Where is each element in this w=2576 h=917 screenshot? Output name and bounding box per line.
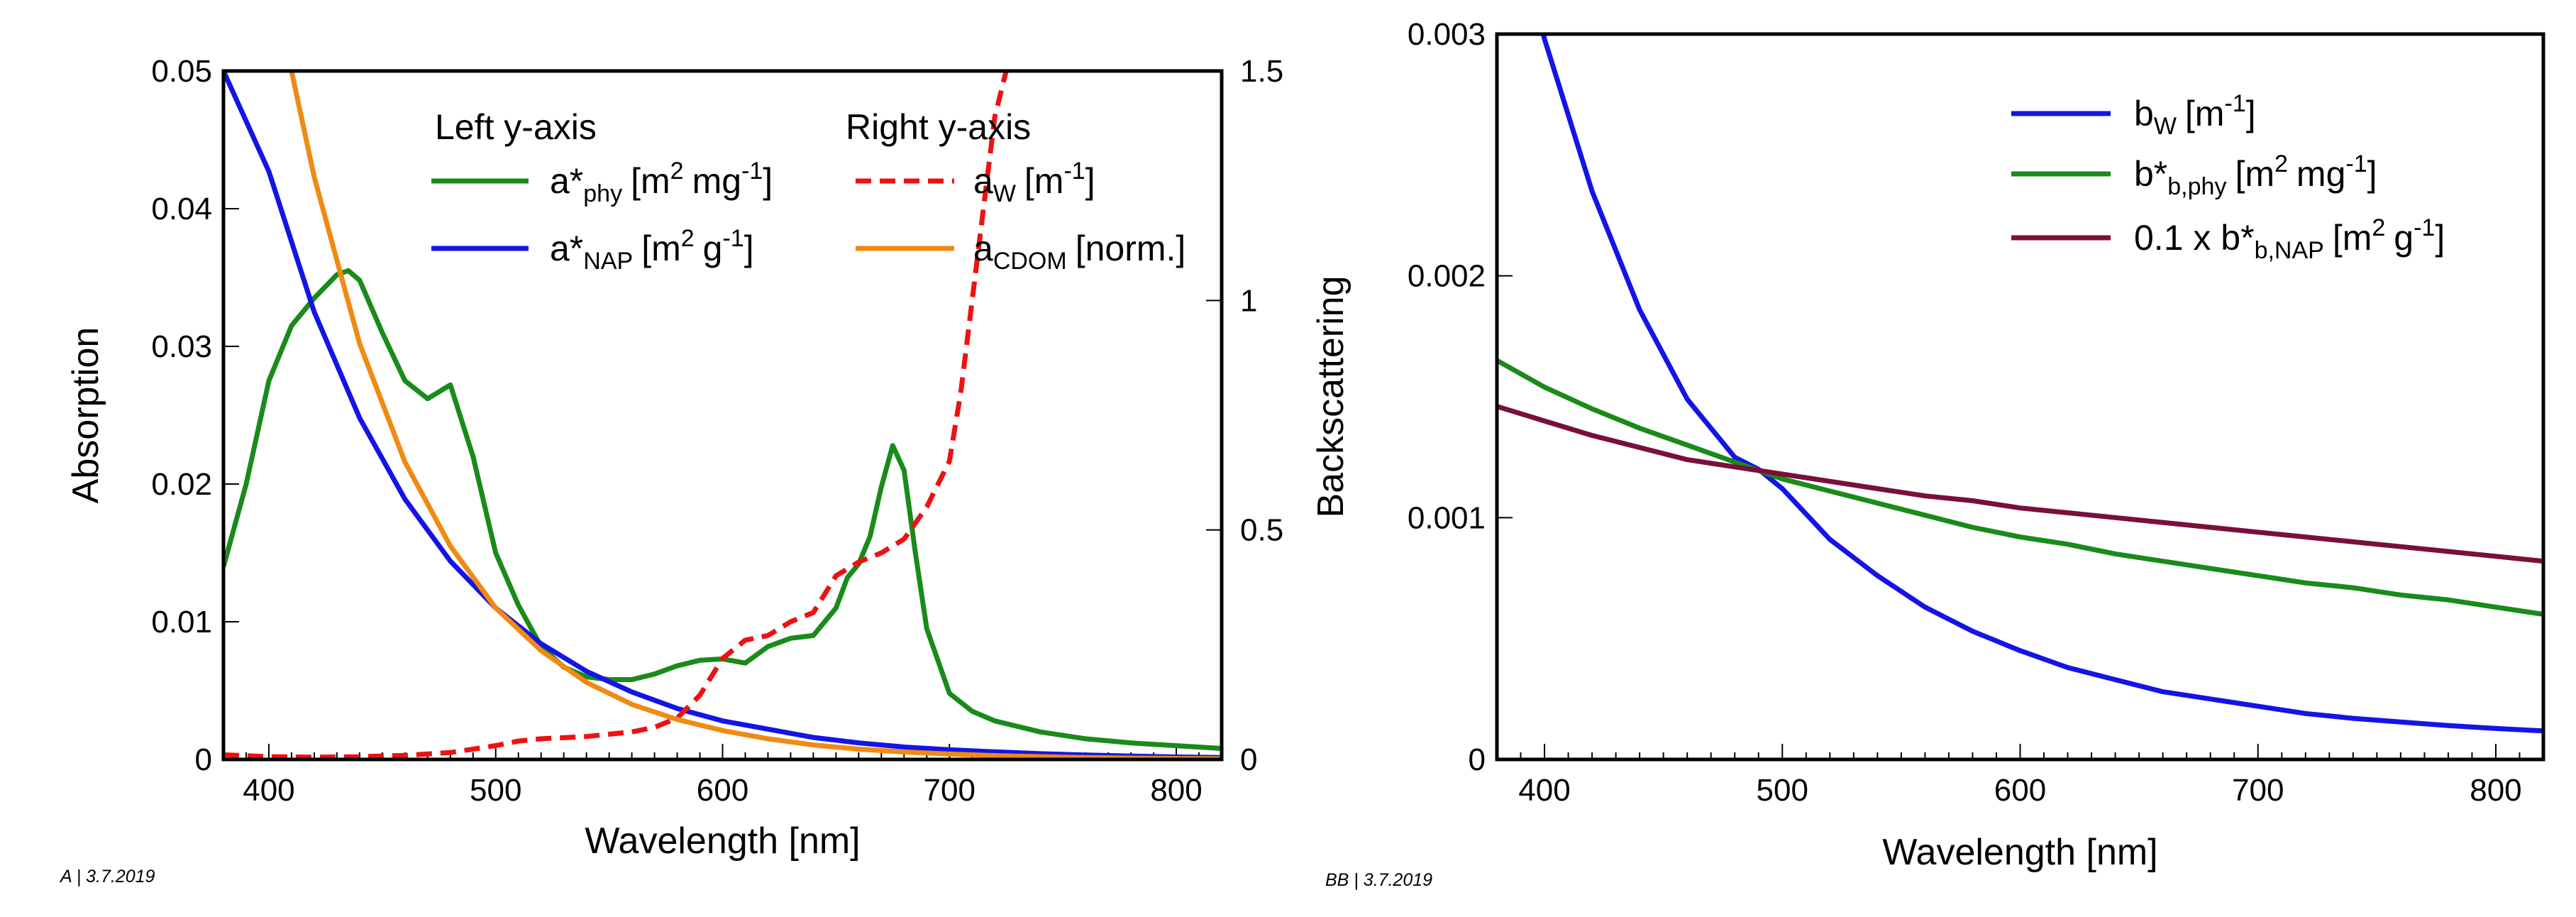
plot-frame (1495, 32, 2545, 762)
legend-label-sup: 2 (2372, 214, 2385, 241)
legend-label: a*NAP [m2 g-1] (550, 225, 754, 275)
legend-label-sub: CDOM (993, 248, 1067, 275)
y-axis-label: Backscattering (1310, 275, 1351, 517)
legend-label-end: ] (2246, 94, 2256, 133)
series-line-0 (223, 268, 1222, 751)
backscattering-panel: 400 500 600 700 800 0 0.001 0.002 0.003 Wavelengt… (1310, 17, 2545, 890)
legend-label-sub: b,NAP (2255, 237, 2324, 264)
legend-label-sup: 2 (2274, 150, 2288, 177)
x-tick-label: 800 (1150, 773, 1202, 808)
x-tick-label: 500 (1757, 773, 1808, 808)
legend-label-main: a (973, 229, 993, 268)
legend-label-unit-mid: g (703, 229, 723, 268)
x-tick-label: 400 (1518, 773, 1570, 808)
y2-tick-label: 1.5 (1240, 54, 1283, 89)
legend-label: 0.1 x b*b,NAP [m2 g-1] (2134, 214, 2445, 264)
legend-label: aW [m-1] (973, 158, 1095, 207)
x-axis-label: Wavelength [nm] (1882, 832, 2157, 873)
legend-label-sup: -1 (1063, 158, 1085, 185)
y-tick-label: 0.04 (151, 192, 212, 226)
legend-label: a*phy [m2 mg-1] (550, 158, 773, 207)
series-line-2 (1497, 404, 2543, 564)
legend-label: b*b,phy [m2 mg-1] (2134, 150, 2377, 200)
y2-tick-label: 1 (1240, 283, 1257, 318)
legend-label-main: a* (550, 229, 583, 268)
legend-label-sub: NAP (583, 248, 633, 275)
x-tick-label: 400 (243, 773, 294, 808)
legend-label-unit-mid: mg (2296, 154, 2345, 194)
x-tick-label: 700 (924, 773, 975, 808)
x-tick-label: 600 (1994, 773, 2046, 808)
legend-label-sup: 2 (670, 158, 684, 185)
y2-tick-label: 0.5 (1240, 513, 1283, 548)
legend-label-main: a* (550, 161, 583, 201)
legend-backscattering: bW [m-1]b*b,phy [m2 mg-1]0.1 x b*b,NAP [m2 g-… (2011, 90, 2445, 264)
series-line-1 (1497, 358, 2543, 617)
y-tick-label: 0.05 (151, 54, 212, 89)
plot-frame (221, 69, 1224, 762)
legend-label-sub: b,phy (2167, 173, 2226, 200)
legend-label-sup: 2 (681, 225, 695, 252)
y-tick-label: 0 (1469, 742, 1486, 777)
y-tick-label: 0.002 (1408, 259, 1486, 294)
legend-label-main: b* (2134, 154, 2167, 194)
footnote: BB | 3.7.2019 (1325, 870, 1432, 890)
legend-label-unit: [m (1024, 161, 1064, 201)
series-line-0 (1540, 34, 2543, 734)
legend-left-title: Left y-axis (435, 107, 597, 147)
y2-tick-label: 0 (1240, 742, 1257, 777)
legend-label-main: b (2134, 94, 2154, 133)
legend-label-sup: -1 (2414, 214, 2435, 241)
legend-label-end: ] (2367, 154, 2377, 194)
legend-label-sub: W (2154, 113, 2177, 140)
footnote: A | 3.7.2019 (59, 867, 155, 886)
legend-label-sub: phy (583, 180, 622, 207)
legend-label-sup: -1 (722, 225, 743, 252)
legend-label-sup: -1 (2224, 90, 2245, 117)
y-tick-label: 0.001 (1408, 500, 1486, 535)
y-tick-label: 0.02 (151, 467, 212, 502)
legend-label-unit: [m (2235, 154, 2274, 194)
legend-label-unit-mid: mg (692, 161, 741, 201)
x-tick-label: 700 (2232, 773, 2284, 808)
legend-label: bW [m-1] (2134, 90, 2256, 140)
legend-label-unit: [m (2333, 218, 2372, 258)
x-tick-label: 600 (697, 773, 748, 808)
y-tick-label: 0.003 (1408, 17, 1486, 52)
legend-label-unit: [m (2185, 94, 2225, 133)
legend-label-sup: -1 (741, 158, 763, 185)
series-line-2 (223, 71, 1009, 759)
y-axis-label: Absorption (65, 327, 106, 504)
legend-right-title: Right y-axis (846, 107, 1031, 147)
legend-label-unit: [m (631, 161, 670, 201)
legend-label-end: ] (1085, 161, 1095, 201)
x-tick-label: 800 (2470, 773, 2521, 808)
legend-label-unit-mid: g (2394, 218, 2414, 258)
series-line-1 (223, 71, 1222, 759)
legend-label-main: a (973, 161, 993, 201)
y-tick-label: 0.01 (151, 605, 212, 639)
legend-label-end: ] (2435, 218, 2445, 258)
legend-label-unit: [m (641, 229, 681, 268)
legend-label-sub: W (993, 180, 1016, 207)
legend-label-end: ] (744, 229, 754, 268)
legend-label: aCDOM [norm.] (973, 229, 1185, 275)
legend-label-unit: [norm.] (1076, 229, 1186, 268)
legend-label-end: ] (763, 161, 773, 201)
y-tick-label: 0.03 (151, 329, 212, 364)
y-tick-label: 0 (195, 742, 212, 777)
x-tick-label: 500 (470, 773, 521, 808)
absorption-panel: 400 500 600 700 800 0 0.01 0.02 0.03 0.04 0.05 0 0.5… (59, 54, 1283, 886)
legend-label-sup: -1 (2345, 150, 2367, 177)
x-axis-label: Wavelength [nm] (585, 820, 860, 862)
legend-label-main: 0.1 x b* (2134, 218, 2255, 258)
series-line-3 (289, 71, 1222, 759)
